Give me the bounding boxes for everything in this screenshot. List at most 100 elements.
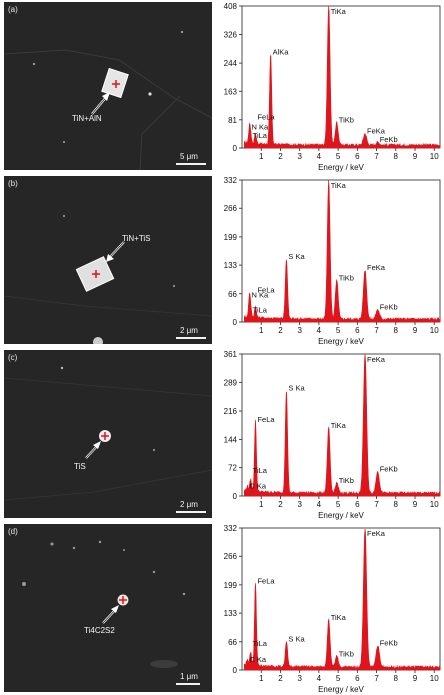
x-tick-label: 10: [430, 152, 439, 161]
panel-a: (a) TiN+AlN 5 μm 0 81 163 244 326 408 1 2 3 4 5 6 7 8…: [0, 0, 444, 172]
x-tick-label: 5: [336, 500, 341, 509]
sem-art-a: [4, 31, 212, 170]
x-tick-label: 5: [336, 152, 341, 161]
spectrum-series: [244, 353, 441, 497]
y-tick-label: 144: [224, 435, 238, 444]
x-tick-label: 7: [374, 500, 379, 509]
feature-label-b: TiN+TiS: [122, 234, 151, 243]
peak-label: TiKb: [339, 649, 354, 658]
y-tick-label: 216: [224, 407, 238, 416]
scale-bar-b: [176, 337, 206, 339]
x-tick-label: 4: [317, 500, 322, 509]
y-tick-label: 289: [224, 378, 238, 387]
peak-label: TiLa: [253, 131, 268, 140]
x-axis-title: Energy / keV: [318, 337, 364, 346]
y-tick-label: 326: [224, 31, 238, 40]
peak-label: TiLa: [253, 639, 268, 648]
x-tick-label: 8: [394, 500, 399, 509]
x-tick-label: 10: [430, 500, 439, 509]
feature-label-a: TiN+AlN: [72, 114, 102, 123]
eds-chart-c: 0 72 144 216 289 361 1 2 3 4 5 6 7 8 9 10 Energy / keV C …: [212, 348, 444, 520]
peak-label: FeLa: [257, 112, 275, 121]
x-tick-label: 9: [413, 152, 418, 161]
eds-chart-b: 0 66 133 199 266 332 1 2 3 4 5 6 7 8 9 10 Energy / keV Ti…: [212, 174, 444, 346]
x-tick-label: 2: [278, 152, 283, 161]
x-tick-label: 3: [297, 674, 302, 683]
x-axis-title: Energy / keV: [318, 511, 364, 520]
x-tick-label: 3: [297, 500, 302, 509]
peak-label: AlKa: [273, 48, 290, 57]
y-tick-label: 163: [224, 87, 238, 96]
x-tick-label: 6: [355, 674, 360, 683]
x-tick-label: 10: [430, 326, 439, 335]
y-tick-label: 361: [224, 350, 238, 359]
marker-b: [92, 270, 100, 278]
sem-image-b: (b) TiN+TiS 2 μm: [4, 176, 212, 344]
scale-bar-d: [176, 683, 200, 685]
peak-label: FeLa: [257, 415, 275, 424]
sem-art-b: [4, 215, 212, 344]
peak-label: FeKa: [367, 127, 386, 136]
x-tick-label: 9: [413, 326, 418, 335]
eds-svg-d: 0 66 133 199 266 332 1 2 3 4 5 6 7 8 9 10 Energy / keV C …: [224, 524, 441, 694]
panel-label-d: (d): [8, 527, 18, 536]
y-tick-label: 0: [233, 144, 238, 153]
x-axis-title: Energy / keV: [318, 685, 364, 694]
panel-label-c: (c): [8, 353, 18, 362]
y-tick-label: 408: [224, 2, 238, 11]
x-tick-label: 1: [259, 500, 264, 509]
x-tick-label: 4: [317, 326, 322, 335]
peak-label: TiKb: [339, 274, 354, 283]
peak-label: TiKa: [331, 421, 347, 430]
y-tick-label: 66: [228, 290, 237, 299]
spectrum-series: [244, 528, 441, 671]
eds-chart-a: 0 81 163 244 326 408 1 2 3 4 5 6 7 8 9 10 Energy / keV Ti…: [212, 0, 444, 172]
panel-label-a: (a): [8, 5, 18, 14]
panel-b: (b) TiN+TiS 2 μm 0 66 133 199 266 332 1 2 3 4 5 6 7 8…: [0, 174, 444, 346]
peak-label: S Ka: [288, 634, 305, 643]
x-tick-label: 3: [297, 152, 302, 161]
sem-image-a: (a) TiN+AlN 5 μm: [4, 2, 212, 170]
peak-label: N Ka: [251, 122, 269, 131]
peak-label: TiKa: [331, 181, 347, 190]
peak-label: FeLa: [257, 285, 275, 294]
y-tick-label: 199: [224, 581, 238, 590]
peak-label: FeKa: [367, 529, 386, 538]
peak-label: TiKb: [339, 476, 354, 485]
peak-label: FeKa: [367, 263, 386, 272]
x-tick-label: 3: [297, 326, 302, 335]
scale-bar-a: [176, 163, 206, 165]
peak-label: FeKb: [380, 464, 398, 473]
scale-text-a: 5 μm: [180, 152, 198, 161]
y-tick-label: 72: [228, 464, 237, 473]
x-tick-label: 2: [278, 326, 283, 335]
eds-svg-a: 0 81 163 244 326 408 1 2 3 4 5 6 7 8 9 10 Energy / keV Ti…: [224, 2, 441, 172]
peak-label: FeLa: [257, 577, 275, 586]
marker-d: [119, 596, 127, 604]
y-tick-label: 66: [228, 638, 237, 647]
x-tick-label: 9: [413, 500, 418, 509]
x-tick-label: 4: [317, 674, 322, 683]
x-tick-label: 6: [355, 152, 360, 161]
y-tick-label: 199: [224, 233, 238, 242]
spectrum-series: [244, 179, 441, 323]
x-tick-label: 5: [336, 674, 341, 683]
peak-label: N Ka: [251, 291, 269, 300]
peak-label: TiLa: [253, 306, 268, 315]
x-tick-label: 7: [374, 674, 379, 683]
plot-frame: [241, 179, 441, 323]
y-tick-label: 81: [228, 116, 237, 125]
x-tick-label: 1: [259, 326, 264, 335]
peak-label: C Ka: [249, 655, 267, 664]
panel-c: (c) TiS 2 μm 0 72 144 216 289 361 1 2 3 4 5 6 7 8 9 10 E…: [0, 348, 444, 520]
sem-image-c: (c) TiS 2 μm: [4, 350, 212, 518]
y-tick-label: 244: [224, 59, 238, 68]
scale-text-b: 2 μm: [180, 326, 198, 335]
peak-label: FeKb: [380, 303, 398, 312]
y-tick-label: 266: [224, 204, 238, 213]
x-tick-label: 10: [430, 674, 439, 683]
peak-label: TiKb: [339, 115, 354, 124]
panel-d: (d) Ti4C2S2 1 μm 0 66 133 199 266 332 1 2 3 4 5 6 7 8…: [0, 522, 444, 694]
x-tick-label: 2: [278, 500, 283, 509]
eds-chart-d: 0 66 133 199 266 332 1 2 3 4 5 6 7 8 9 10 Energy / keV C …: [212, 522, 444, 694]
